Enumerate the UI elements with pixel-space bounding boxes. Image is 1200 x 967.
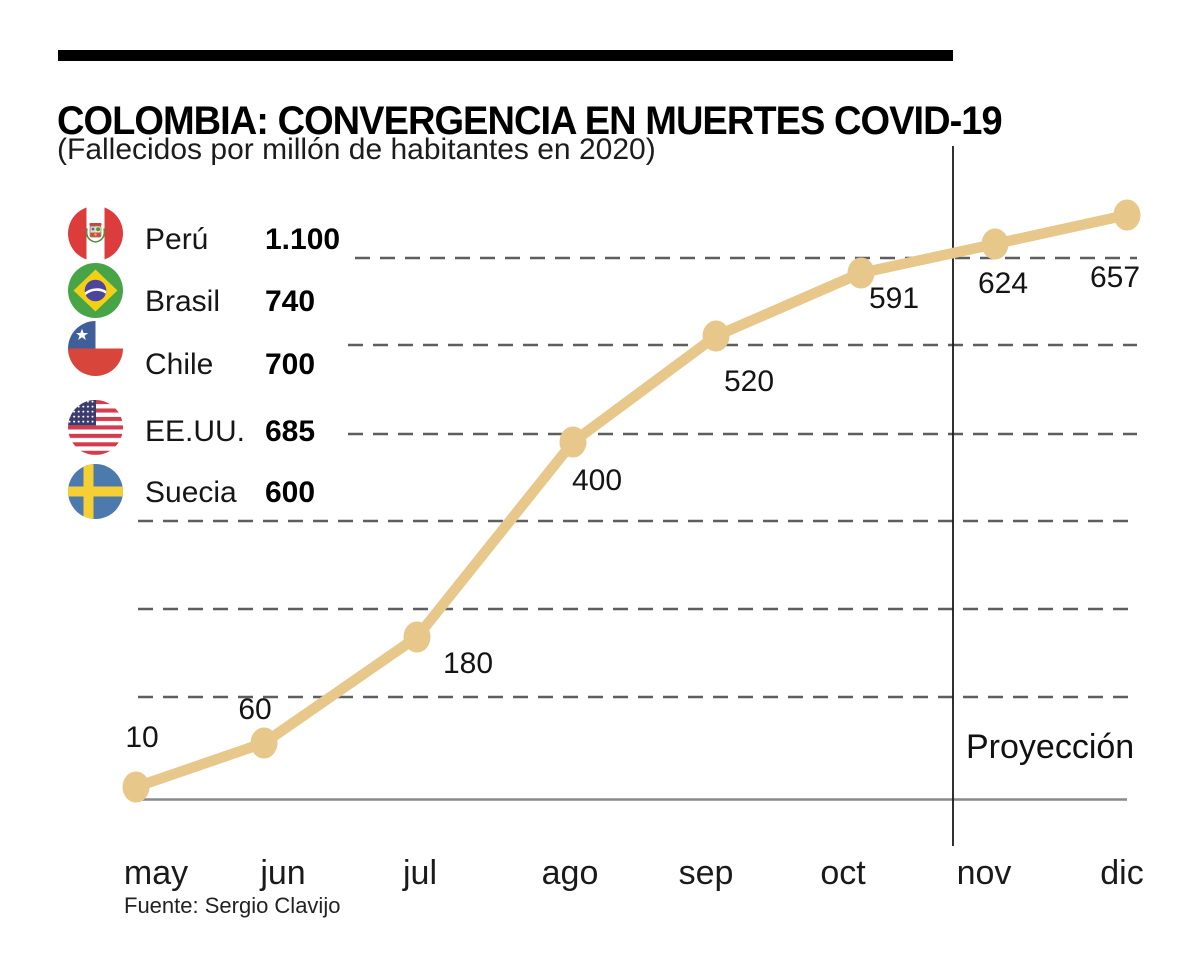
legend-country-label: Brasil <box>145 284 221 318</box>
legend-country-value: 1.100 <box>265 222 341 256</box>
legend-item-suecia: Suecia 600 <box>68 464 315 519</box>
legend-item-eeuu: EE.UU. 685 <box>68 400 315 455</box>
projection-label: Proyección <box>966 728 1134 766</box>
gridlines <box>138 256 1137 699</box>
x-axis-month-label: dic <box>1100 854 1143 892</box>
chile-flag-icon <box>68 321 123 376</box>
legend-item-peru: Perú 1.100 <box>68 206 340 261</box>
deaths-trend-line <box>130 209 1133 793</box>
data-point-value-label: 624 <box>978 267 1028 300</box>
data-point-value-label: 657 <box>1090 261 1140 294</box>
top-rule <box>58 50 953 61</box>
data-point-marker <box>403 621 431 653</box>
legend-country-value: 685 <box>265 414 316 448</box>
data-series <box>122 199 1141 803</box>
x-axis-labels: may jun jul ago sep oct nov dic <box>124 854 1144 892</box>
data-point-value-label: 591 <box>869 282 919 315</box>
legend-country-value: 740 <box>265 284 316 318</box>
usa-flag-icon <box>68 400 123 455</box>
data-point-marker <box>981 228 1009 260</box>
legend-country-label: Perú <box>145 222 209 256</box>
data-point-value-label: 180 <box>443 647 493 680</box>
x-axis-month-label: sep <box>679 854 734 892</box>
data-point-marker <box>250 727 278 759</box>
chart-subtitle: (Fallecidos por millón de habitantes en … <box>57 133 656 166</box>
x-axis-month-label: ago <box>542 854 599 892</box>
legend-country-value: 700 <box>265 347 316 381</box>
legend-country-label: Chile <box>145 347 214 381</box>
data-point-value-label: 520 <box>724 365 774 398</box>
legend-country-label: EE.UU. <box>145 414 246 448</box>
data-point-marker <box>1113 199 1141 231</box>
legend-country-label: Suecia <box>145 475 237 509</box>
x-axis-month-label: oct <box>820 854 866 892</box>
data-point-value-label: 400 <box>572 464 622 497</box>
legend-country-value: 600 <box>265 475 316 509</box>
data-point-value-label: 10 <box>125 721 158 754</box>
peru-flag-icon <box>68 206 123 261</box>
legend-item-chile: Chile 700 <box>68 321 315 381</box>
x-axis-month-label: nov <box>957 854 1012 892</box>
data-point-marker <box>847 257 875 289</box>
brazil-flag-icon <box>68 263 123 318</box>
legend-item-brasil: Brasil 740 <box>68 263 315 318</box>
data-point-marker <box>702 320 730 352</box>
x-axis-month-label: jul <box>402 854 437 892</box>
x-axis-month-label: jun <box>259 854 305 892</box>
data-labels: 10 60 180 400 520 591 624 657 <box>125 261 1140 754</box>
x-axis-month-label: may <box>124 854 188 892</box>
data-point-marker <box>122 771 150 803</box>
data-point-value-label: 60 <box>238 693 271 726</box>
sweden-flag-icon <box>68 464 123 519</box>
source-credit: Fuente: Sergio Clavijo <box>124 893 341 918</box>
data-point-marker <box>559 426 587 458</box>
chart-title: COLOMBIA: CONVERGENCIA EN MUERTES COVID-… <box>57 98 1003 143</box>
